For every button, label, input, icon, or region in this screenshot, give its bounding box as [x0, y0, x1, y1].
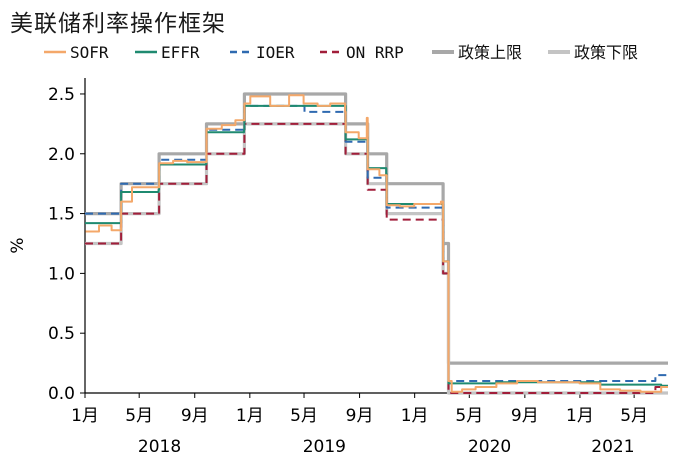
x-tick-label: 1月	[236, 406, 264, 426]
legend-label-3: ON RRP	[346, 43, 404, 62]
x-year-label: 2019	[303, 437, 346, 457]
x-tick-label: 5月	[125, 406, 153, 426]
legend-label-1: EFFR	[161, 43, 200, 62]
legend-label-5: 政策下限	[574, 43, 638, 62]
x-year-label: 2020	[468, 437, 511, 457]
x-tick-label: 9月	[346, 406, 374, 426]
x-tick-label: 5月	[455, 406, 483, 426]
x-tick-label: 9月	[181, 406, 209, 426]
x-tick-label: 9月	[511, 406, 539, 426]
series-line-2	[85, 104, 668, 382]
legend-label-4: 政策上限	[458, 43, 522, 62]
x-tick-label: 5月	[620, 406, 648, 426]
x-year-label: 2018	[138, 437, 181, 457]
x-tick-label: 1月	[71, 406, 99, 426]
x-tick-label: 1月	[566, 406, 594, 426]
series-line-0	[85, 94, 668, 393]
legend-label-2: IOER	[256, 43, 295, 62]
x-tick-label: 1月	[401, 406, 429, 426]
y-tick-label: 1.5	[48, 205, 75, 225]
legend-label-0: SOFR	[70, 43, 109, 62]
series-line-4	[85, 92, 668, 365]
plot-area	[85, 92, 668, 395]
series-line-1	[85, 104, 668, 387]
y-tick-label: 0.5	[48, 324, 75, 344]
x-tick-label: 5月	[290, 406, 318, 426]
y-tick-label: 2.5	[48, 85, 75, 105]
y-axis-label: %	[8, 237, 28, 253]
y-tick-label: 1.0	[48, 264, 75, 284]
legend: SOFR EFFR IOER ON RRP 政策上限 政策下限	[44, 43, 638, 62]
axes: 0.0 0.5 1.0 1.5 2.0 2.5% 1月 5月 9月 1月 5月 9月 1月 5月 9月 1月 5…	[8, 78, 668, 457]
y-tick-label: 2.0	[48, 145, 75, 165]
y-tick-label: 0.0	[48, 384, 75, 404]
chart-title: 美联储利率操作框架	[10, 11, 226, 37]
x-year-label: 2021	[591, 437, 634, 457]
